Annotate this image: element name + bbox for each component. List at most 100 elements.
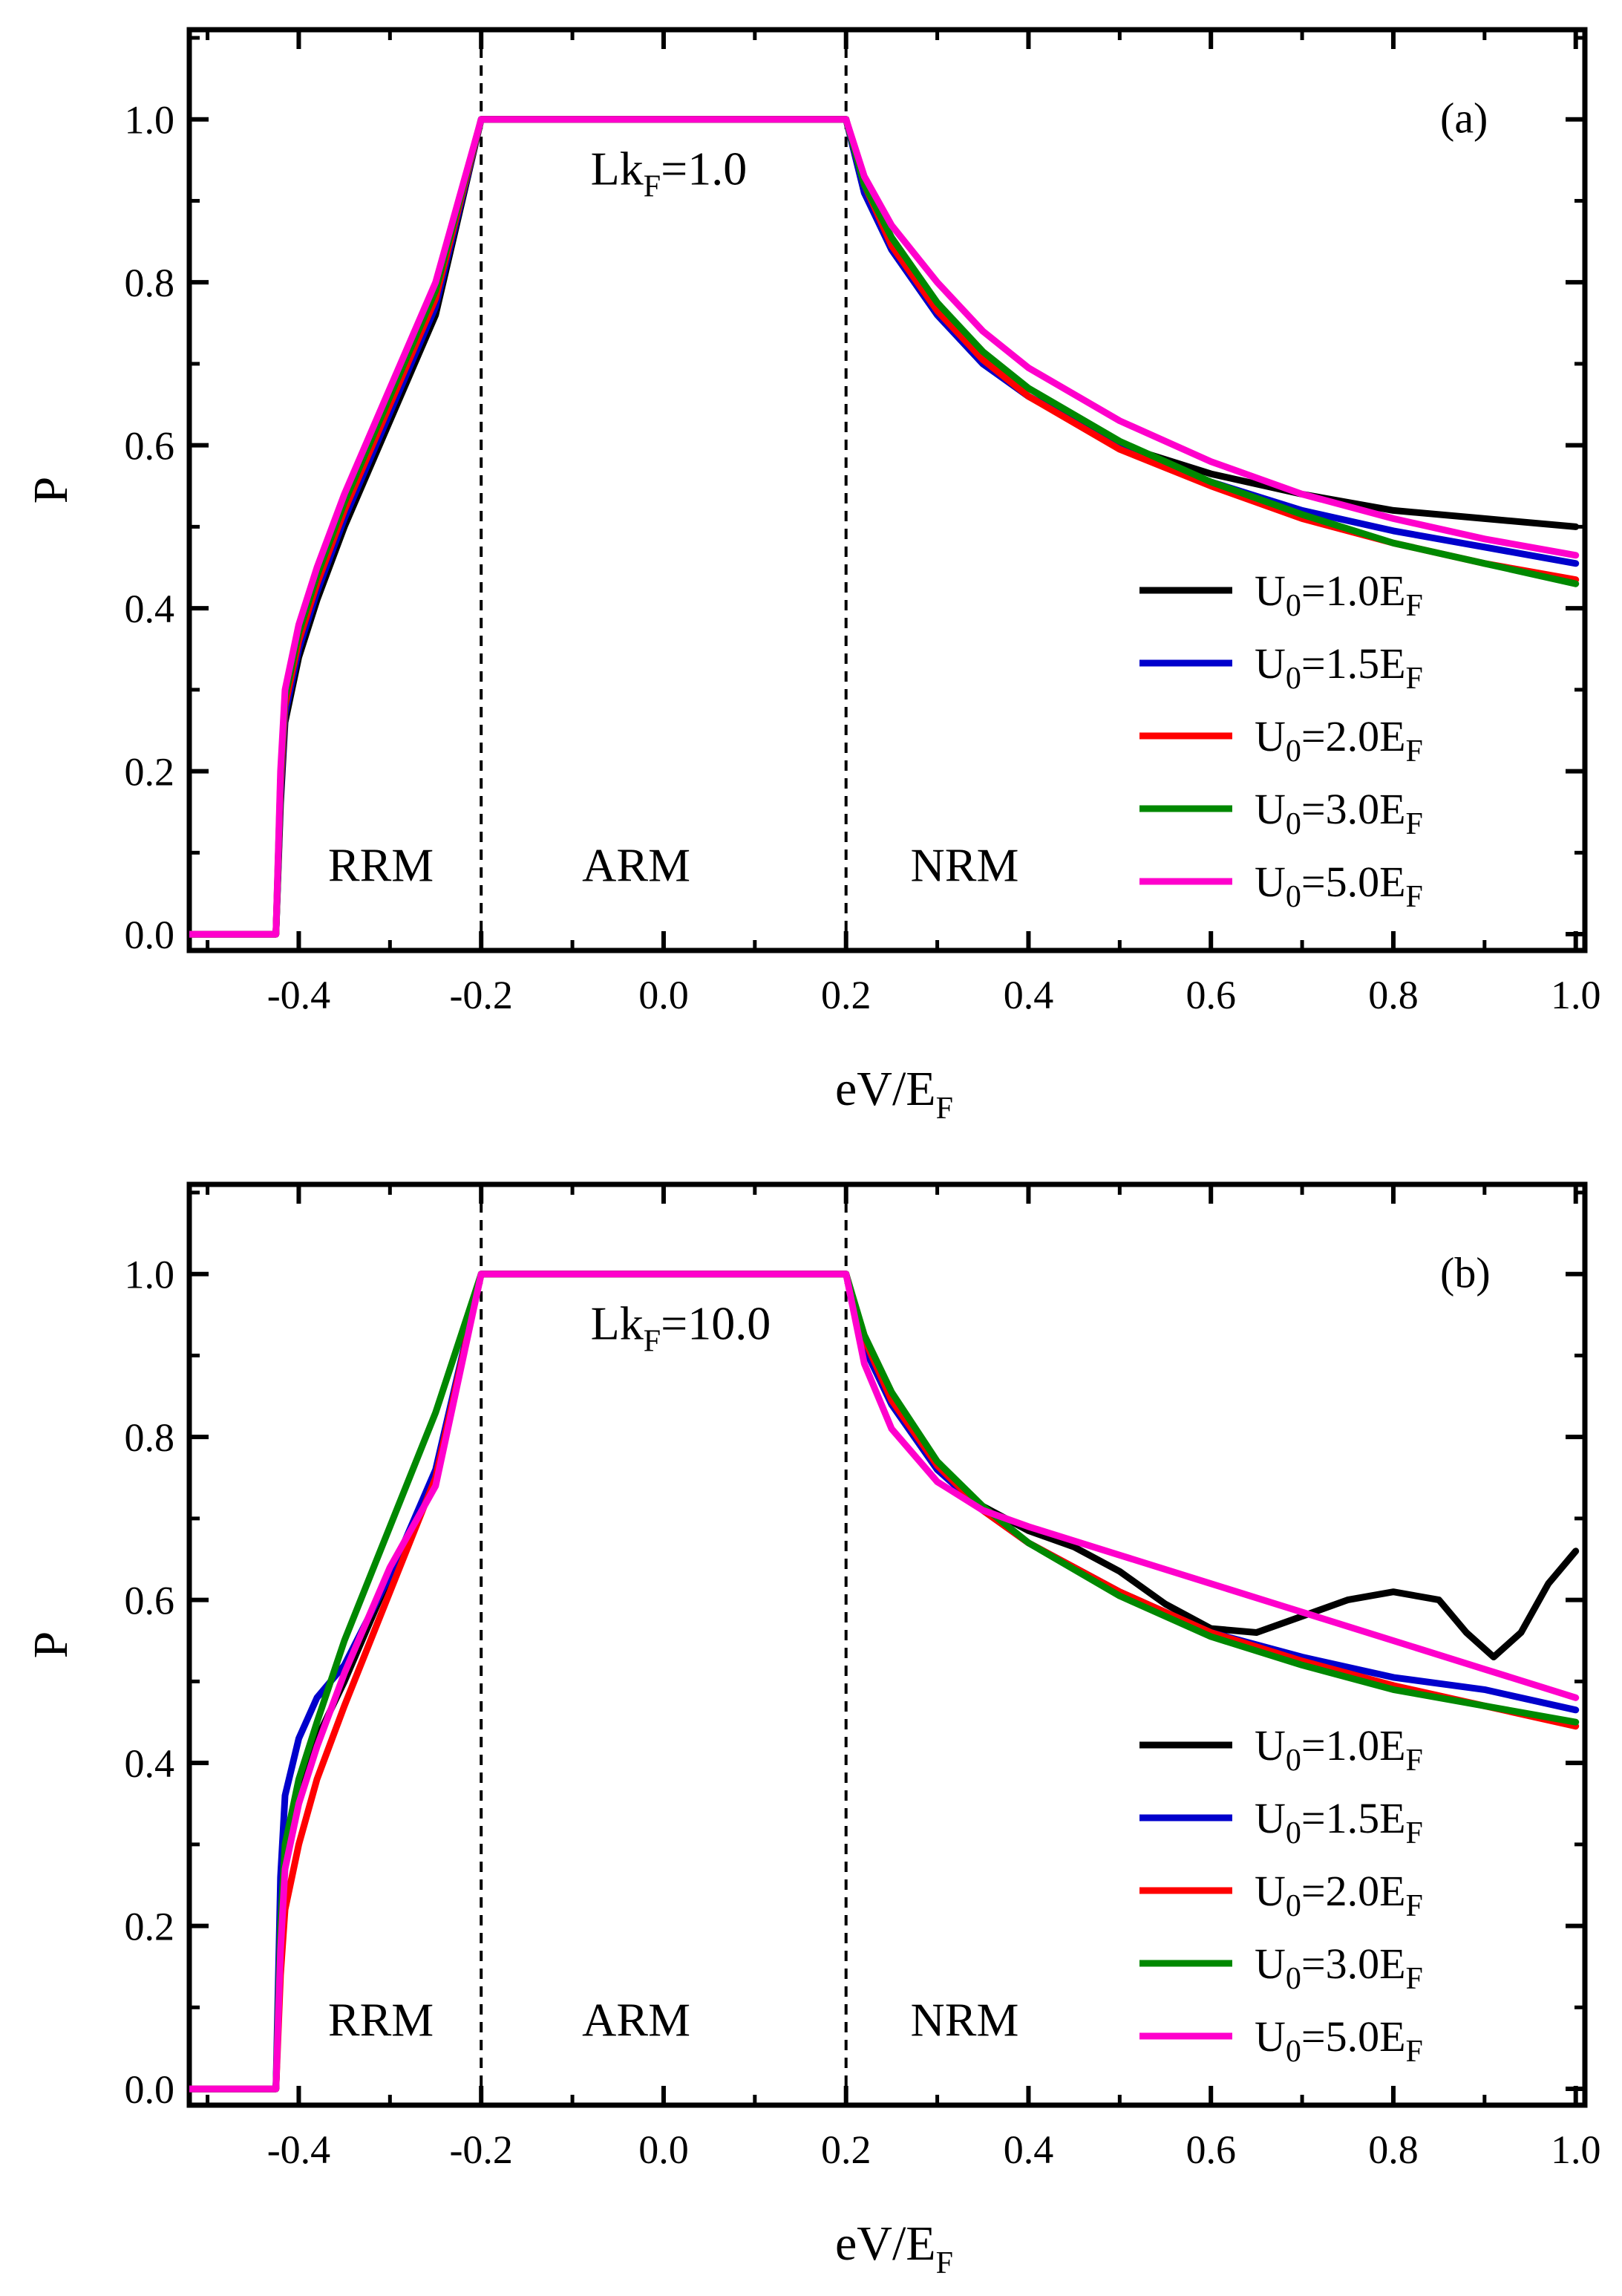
- text-span: =5.0E: [1301, 858, 1406, 906]
- text-span: =2.0E: [1301, 712, 1406, 760]
- text-span: 0: [1286, 1744, 1301, 1778]
- text-span: U: [1255, 785, 1286, 833]
- region-label-rrm: RRM: [328, 1994, 434, 2046]
- axes-frame: [186, 1181, 1588, 2108]
- y-tick-label: 0.2: [125, 1905, 175, 1949]
- text-span: =1.0E: [1301, 1721, 1406, 1770]
- text-span: =1.0: [661, 142, 747, 195]
- legend-entry-label: U0=1.5EF: [1255, 639, 1423, 696]
- text-span: U: [1255, 2012, 1286, 2061]
- text-span: 0: [1286, 2035, 1301, 2069]
- x-tick-label: 0.2: [821, 2127, 872, 2172]
- text-span: F: [936, 1092, 953, 1126]
- x-tick-label: 0.6: [1186, 2127, 1236, 2172]
- text-span: 0: [1286, 589, 1301, 623]
- legend-entry-label: U0=3.0EF: [1255, 785, 1423, 841]
- text-span: U: [1255, 567, 1286, 615]
- text-span: U: [1255, 712, 1286, 760]
- text-span: Lk: [591, 1297, 644, 1349]
- x-tick-label: 1.0: [1551, 973, 1601, 1017]
- text-span: =3.0E: [1301, 785, 1406, 833]
- y-tick-label: 0.8: [125, 261, 175, 305]
- y-tick-label: 1.0: [125, 1253, 175, 1297]
- text-span: F: [644, 169, 661, 203]
- text-span: 0: [1286, 1816, 1301, 1850]
- text-span: U: [1255, 1721, 1286, 1770]
- text-span: Lk: [591, 142, 644, 195]
- legend-entry-label: U0=3.0EF: [1255, 1940, 1423, 1996]
- y-tick-label: 0.0: [125, 2067, 175, 2112]
- chart-panel-a: -0.4 -0.2 0.0 0.2 0.4 0.6 0.8 1.0 0.0 0.2 0.4 0.6 0.…: [24, 27, 1601, 1126]
- text-span: F: [1406, 734, 1423, 769]
- text-span: U: [1255, 1794, 1286, 1842]
- y-tick-label: 0.4: [125, 587, 175, 631]
- text-span: F: [1406, 880, 1423, 914]
- y-tick-label: 0.6: [125, 424, 175, 469]
- x-tick-label: -0.4: [267, 2127, 330, 2172]
- text-span: =1.5E: [1301, 1794, 1406, 1842]
- text-span: F: [1406, 589, 1423, 623]
- text-span: eV/E: [835, 2217, 936, 2271]
- x-tick-label: 0.8: [1368, 973, 1419, 1017]
- text-span: eV/E: [835, 1062, 936, 1116]
- text-span: =3.0E: [1301, 1940, 1406, 1988]
- text-span: F: [1406, 1962, 1423, 1996]
- y-tick-label: 1.0: [125, 98, 175, 143]
- curves-group: [189, 1271, 1580, 2093]
- legend-entry-label: U0=1.5EF: [1255, 1794, 1423, 1850]
- text-span: U: [1255, 1867, 1286, 1915]
- x-tick-label: 0.4: [1004, 973, 1054, 1017]
- text-span: 0: [1286, 1962, 1301, 1996]
- text-span: F: [1406, 2035, 1423, 2069]
- text-span: F: [1406, 807, 1423, 841]
- text-span: 0: [1286, 880, 1301, 914]
- y-tick-label: 0.6: [125, 1579, 175, 1623]
- region-label-arm: ARM: [582, 1994, 690, 2046]
- x-axis-label: eV/EF: [835, 1062, 953, 1126]
- text-span: 0: [1286, 734, 1301, 769]
- x-tick-label: 0.0: [638, 2127, 689, 2172]
- legend-entry-label: U0=2.0EF: [1255, 1867, 1423, 1923]
- panel-label: (b): [1440, 1249, 1491, 1297]
- legend-entry-label: U0=5.0EF: [1255, 2012, 1423, 2069]
- text-span: F: [1406, 1816, 1423, 1850]
- y-tick-label: 0.8: [125, 1415, 175, 1460]
- region-label-nrm: NRM: [911, 839, 1019, 892]
- series-line-U0=5.0EF: [189, 116, 1580, 938]
- region-label-rrm: RRM: [328, 839, 434, 892]
- text-span: 0: [1286, 662, 1301, 696]
- axes-frame: [186, 27, 1588, 953]
- x-tick-label: 1.0: [1551, 2127, 1601, 2172]
- text-span: =10.0: [661, 1297, 771, 1349]
- parameter-label: LkF=10.0: [591, 1297, 771, 1358]
- text-span: F: [1406, 1744, 1423, 1778]
- x-axis-label: eV/EF: [835, 2217, 953, 2280]
- region-label-arm: ARM: [582, 839, 690, 892]
- text-span: =2.0E: [1301, 1867, 1406, 1915]
- text-span: F: [936, 2246, 953, 2280]
- text-span: F: [1406, 662, 1423, 696]
- y-axis-label: P: [24, 1631, 78, 1659]
- y-tick-label: 0.2: [125, 750, 175, 795]
- text-span: U: [1255, 1940, 1286, 1988]
- x-tick-label: 0.4: [1004, 2127, 1054, 2172]
- y-axis-label: P: [24, 477, 78, 504]
- parameter-label: LkF=1.0: [591, 142, 748, 203]
- y-tick-label: 0.4: [125, 1741, 175, 1786]
- text-span: F: [644, 1324, 661, 1358]
- text-span: U: [1255, 639, 1286, 688]
- region-label-nrm: NRM: [911, 1994, 1019, 2046]
- series-line-U0=5.0EF: [189, 1271, 1580, 2093]
- text-span: F: [1406, 1889, 1423, 1923]
- panel-label: (a): [1440, 94, 1488, 143]
- text-span: U: [1255, 858, 1286, 906]
- x-tick-label: 0.0: [638, 973, 689, 1017]
- legend-entry-label: U0=2.0EF: [1255, 712, 1423, 769]
- x-tick-label: -0.2: [449, 973, 512, 1017]
- x-tick-label: 0.8: [1368, 2127, 1419, 2172]
- text-span: 0: [1286, 1889, 1301, 1923]
- text-span: =5.0E: [1301, 2012, 1406, 2061]
- x-tick-label: -0.2: [449, 2127, 512, 2172]
